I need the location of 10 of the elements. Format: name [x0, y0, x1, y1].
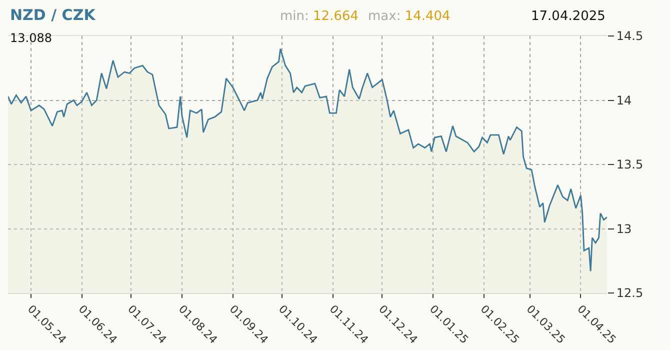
- text: min: 12.664: [280, 9, 359, 24]
- y-tick-label: 13.5: [616, 158, 644, 172]
- y-tick-label: 14: [616, 93, 632, 108]
- y-tick-label: 13: [616, 222, 632, 236]
- chart-title: NZD / CZK: [10, 6, 97, 24]
- annotation: 13.088: [10, 31, 52, 45]
- text: 17.04.2025: [531, 9, 606, 24]
- text: max: 14.404: [368, 9, 450, 24]
- y-tick-label: 14.5: [616, 29, 644, 44]
- y-tick-label: 12.5: [616, 286, 644, 300]
